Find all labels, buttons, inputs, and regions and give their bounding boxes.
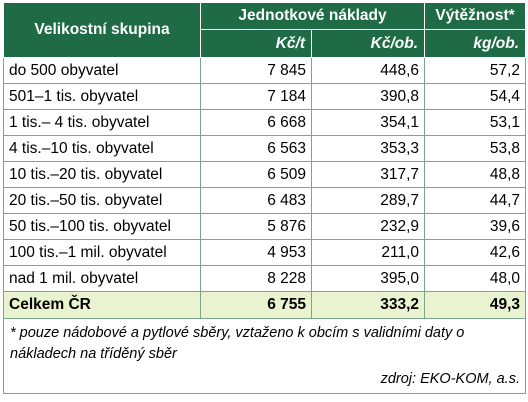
total-yield-cell: 49,3 [424, 291, 527, 319]
source-text: zdroj: EKO-KOM, a.s. [380, 371, 520, 387]
table-row: 100 tis.–1 mil. obyvatel 4 953 211,0 42,6 [3, 239, 527, 266]
size-group-cell: 50 tis.–100 tis. obyvatel [3, 213, 201, 240]
cost-per-resident-cell: 289,7 [310, 187, 426, 214]
yield-cell: 44,7 [424, 187, 527, 214]
table-row: 501–1 tis. obyvatel 7 184 390,8 54,4 [3, 83, 527, 110]
footnote-text: * pouze nádobové a pytlové sběry, vztaže… [10, 325, 465, 362]
table-row: do 500 obyvatel 7 845 448,6 57,2 [3, 57, 527, 84]
table-row: 4 tis.–10 tis. obyvatel 6 563 353,3 53,8 [3, 135, 527, 162]
cost-per-ton-cell: 6 668 [200, 109, 312, 136]
table-row: 50 tis.–100 tis. obyvatel 5 876 232,9 39,6 [3, 213, 527, 240]
yield-cell: 57,2 [424, 57, 527, 84]
header-unit-costs: Jednotkové náklady [199, 2, 426, 30]
cost-per-ton-cell: 6 509 [200, 161, 312, 188]
unit-kg-per-resident: kg/ob. [424, 29, 527, 58]
footnote-box: * pouze nádobové a pytlové sběry, vztaže… [3, 319, 526, 394]
size-group-cell: nad 1 mil. obyvatel [3, 265, 201, 292]
header-size-group: Velikostní skupina [3, 2, 201, 58]
cost-per-resident-cell: 232,9 [310, 213, 426, 240]
cost-per-resident-cell: 395,0 [310, 265, 426, 292]
yield-cell: 54,4 [424, 83, 527, 110]
size-group-cell: 20 tis.–50 tis. obyvatel [3, 187, 201, 214]
yield-cell: 48,8 [424, 161, 527, 188]
cost-per-resident-cell: 211,0 [310, 239, 426, 266]
yield-cell: 42,6 [424, 239, 527, 266]
cost-per-resident-cell: 317,7 [310, 161, 426, 188]
yield-cell: 53,8 [424, 135, 527, 162]
size-group-cell: 4 tis.–10 tis. obyvatel [3, 135, 201, 162]
units-row: Kč/t Kč/ob. kg/ob. [4, 29, 527, 58]
header-row: Velikostní skupina Jednotkové náklady Vý… [3, 2, 527, 58]
cost-per-resident-cell: 448,6 [310, 57, 426, 84]
table-row: nad 1 mil. obyvatel 8 228 395,0 48,0 [3, 265, 527, 292]
total-row: Celkem ČR 6 755 333,2 49,3 [3, 291, 527, 319]
cost-table-container: Velikostní skupina Jednotkové náklady Vý… [3, 2, 527, 394]
cost-per-ton-cell: 6 563 [200, 135, 312, 162]
table-row: 20 tis.–50 tis. obyvatel 6 483 289,7 44,7 [3, 187, 527, 214]
cost-per-ton-cell: 8 228 [200, 265, 312, 292]
size-group-cell: 100 tis.–1 mil. obyvatel [3, 239, 201, 266]
cost-table: Velikostní skupina Jednotkové náklady Vý… [3, 2, 527, 319]
cost-per-resident-cell: 390,8 [310, 83, 426, 110]
cost-per-resident-cell: 353,3 [310, 135, 426, 162]
total-cost-per-ton-cell: 6 755 [200, 291, 312, 319]
table-row: 10 tis.–20 tis. obyvatel 6 509 317,7 48,8 [3, 161, 527, 188]
unit-czk-per-ton: Kč/t [200, 29, 312, 58]
cost-per-ton-cell: 7 845 [200, 57, 312, 84]
cost-per-ton-cell: 6 483 [200, 187, 312, 214]
size-group-cell: 10 tis.–20 tis. obyvatel [3, 161, 201, 188]
cost-per-ton-cell: 7 184 [200, 83, 312, 110]
size-group-cell: 501–1 tis. obyvatel [3, 83, 201, 110]
yield-cell: 53,1 [424, 109, 527, 136]
header-yield: Výtěžnost* [424, 2, 527, 30]
table-body: do 500 obyvatel 7 845 448,6 57,2 501–1 tis. … [3, 57, 527, 319]
cost-per-resident-cell: 354,1 [310, 109, 426, 136]
cost-per-ton-cell: 4 953 [200, 239, 312, 266]
total-cost-per-resident-cell: 333,2 [310, 291, 426, 319]
cost-per-ton-cell: 5 876 [200, 213, 312, 240]
yield-cell: 39,6 [424, 213, 527, 240]
yield-cell: 48,0 [424, 265, 527, 292]
total-label-cell: Celkem ČR [3, 291, 201, 319]
table-row: 1 tis.– 4 tis. obyvatel 6 668 354,1 53,1 [3, 109, 527, 136]
size-group-cell: do 500 obyvatel [3, 57, 201, 84]
size-group-cell: 1 tis.– 4 tis. obyvatel [3, 109, 201, 136]
unit-czk-per-resident: Kč/ob. [310, 29, 426, 58]
